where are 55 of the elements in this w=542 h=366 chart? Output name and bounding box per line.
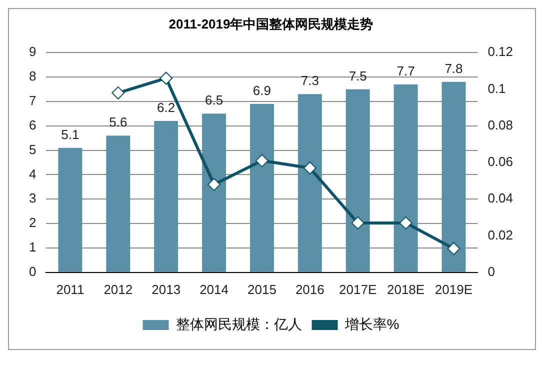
bar — [58, 148, 82, 272]
x-tick-label: 2012 — [104, 282, 133, 297]
y2-tick-label: 0.06 — [488, 154, 514, 170]
point — [447, 242, 460, 256]
y-tick-label: 9 — [28, 44, 36, 60]
x-tick-label: 2019E — [434, 282, 473, 297]
y-tick-label: 6 — [28, 117, 36, 132]
y-tick-label: 8 — [28, 68, 36, 84]
x-tick-label: 2017E — [339, 282, 377, 297]
chart-title: 2011-2019年中国整体网民规模走势 — [168, 16, 374, 32]
point — [160, 72, 173, 85]
y-tick-label: 4 — [28, 166, 36, 182]
y2-tick-label: 0.1 — [488, 80, 506, 96]
x-tick-label: 2011 — [56, 282, 84, 297]
y2-tick-label: 0.04 — [488, 190, 514, 206]
bar — [154, 120, 178, 272]
point — [351, 216, 364, 230]
y-tick-label: 7 — [28, 93, 36, 108]
bar — [298, 94, 322, 272]
point — [303, 161, 316, 174]
bar — [250, 104, 274, 272]
bar — [346, 89, 370, 272]
y-tick-label: 1 — [28, 240, 36, 255]
data-label: 7.5 — [348, 68, 367, 84]
bar — [106, 136, 130, 272]
legend-label: 增长率% — [344, 316, 400, 332]
data-label: 7.7 — [396, 63, 415, 78]
data-label: 7.3 — [300, 73, 319, 88]
y-tick-label: 5 — [28, 142, 36, 157]
point — [112, 86, 125, 100]
bar — [442, 82, 466, 272]
x-tick-label: 2018E — [386, 282, 425, 297]
data-label: 6.9 — [252, 82, 272, 98]
y-tick-label: 2 — [28, 215, 36, 230]
point — [399, 216, 412, 230]
legend-label: 整体网民规模：亿人 — [176, 316, 302, 332]
x-tick-label: 2015 — [248, 282, 276, 297]
y2-tick-label: 0 — [488, 264, 495, 279]
point — [255, 154, 268, 168]
x-tick-label: 2013 — [152, 282, 181, 297]
y2-tick-label: 0.08 — [488, 117, 514, 132]
y-tick-label: 3 — [28, 190, 36, 206]
bar — [394, 84, 418, 272]
data-label: 7.8 — [444, 60, 463, 76]
x-tick-label: 2016 — [295, 282, 324, 297]
point — [208, 178, 221, 191]
y2-tick-label: 0.02 — [488, 227, 514, 242]
data-label: 5.1 — [61, 126, 80, 142]
y2-tick-label: 0.12 — [488, 44, 514, 60]
bar — [202, 114, 226, 272]
data-label: 5.6 — [109, 114, 128, 130]
data-label: 6.2 — [157, 100, 176, 116]
data-label: 6.5 — [204, 92, 224, 108]
x-tick-label: 2014 — [200, 282, 228, 297]
y-tick-label: 0 — [28, 264, 36, 279]
